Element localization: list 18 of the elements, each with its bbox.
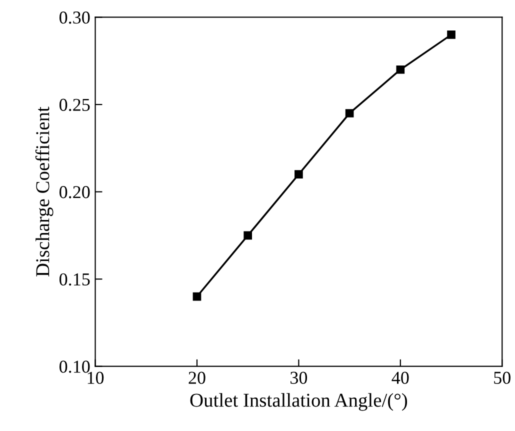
x-axis-title: Outlet Installation Angle/(°): [190, 393, 408, 411]
y-axis-title: Discharge Coefficient: [35, 106, 54, 276]
x-tick-label: 30: [290, 372, 308, 384]
point: [244, 231, 252, 240]
y-tick-label: 0.15: [60, 273, 90, 286]
point: [345, 109, 354, 118]
x-tick-label: 20: [188, 372, 206, 384]
y-tick-label: 0.30: [60, 11, 90, 24]
y-tick-label: 0.20: [60, 186, 90, 198]
point: [447, 30, 456, 39]
y-tick-label: 0.10: [60, 360, 90, 373]
point: [294, 170, 303, 179]
x-tick-label: 40: [392, 372, 409, 384]
point: [396, 65, 405, 74]
y-tick-label: 0.25: [60, 98, 90, 112]
x-tick-label: 10: [88, 372, 104, 384]
point: [192, 292, 202, 301]
x-tick-label: 50: [494, 372, 510, 384]
